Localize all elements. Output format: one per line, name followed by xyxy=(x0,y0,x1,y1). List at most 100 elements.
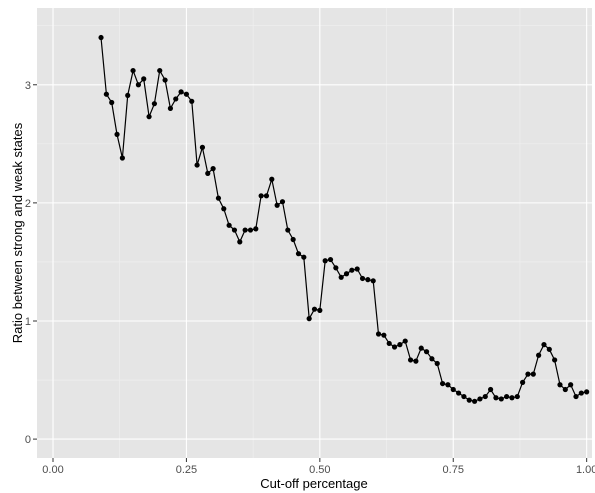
data-point xyxy=(199,144,206,150)
major-gridlines xyxy=(37,8,592,458)
data-point xyxy=(498,396,504,402)
data-point xyxy=(429,356,435,362)
data-point xyxy=(584,389,590,395)
data-point xyxy=(263,193,270,199)
data-point xyxy=(536,352,542,358)
data-point xyxy=(557,382,563,388)
data-point xyxy=(98,34,104,41)
data-point xyxy=(455,390,462,396)
data-point xyxy=(167,105,174,111)
data-point xyxy=(141,76,147,82)
data-point xyxy=(562,386,568,393)
data-point xyxy=(274,202,280,208)
data-point xyxy=(221,206,227,212)
data-point xyxy=(125,92,131,99)
data-point xyxy=(162,77,168,83)
x-tick-label: 0.00 xyxy=(42,464,63,476)
data-point xyxy=(215,195,222,201)
data-point xyxy=(391,344,398,350)
data-point xyxy=(301,254,307,260)
data-point xyxy=(381,332,387,338)
data-point xyxy=(407,357,414,363)
x-tick-label: 0.25 xyxy=(176,464,197,476)
data-point xyxy=(146,114,152,120)
data-point xyxy=(439,380,446,387)
data-point xyxy=(183,91,190,97)
data-point xyxy=(173,96,179,102)
minor-gridlines xyxy=(37,8,592,458)
data-point xyxy=(322,258,328,264)
y-tick-label: 1 xyxy=(25,316,31,328)
y-tick-label: 2 xyxy=(25,198,31,210)
data-point xyxy=(471,398,478,404)
data-point xyxy=(135,82,141,88)
data-point xyxy=(349,267,355,273)
data-point xyxy=(573,393,579,400)
data-point xyxy=(338,274,344,280)
y-axis-ticks xyxy=(33,84,37,440)
data-point xyxy=(231,227,238,233)
data-point xyxy=(151,101,158,107)
data-point xyxy=(552,357,558,363)
data-point xyxy=(488,386,494,393)
x-axis-tick-labels: 0.00 0.25 0.50 0.75 1.00 xyxy=(42,464,595,476)
y-tick-label: 0 xyxy=(25,434,31,446)
data-point xyxy=(295,251,302,257)
series-points xyxy=(98,34,590,404)
data-point xyxy=(568,382,574,388)
data-point xyxy=(226,222,232,228)
data-point xyxy=(423,349,430,355)
x-tick-label: 0.50 xyxy=(309,464,330,476)
data-point xyxy=(290,236,296,243)
data-point xyxy=(285,227,291,233)
data-point xyxy=(434,360,440,367)
data-point xyxy=(306,316,312,322)
data-point xyxy=(546,346,552,352)
data-point xyxy=(397,342,403,348)
data-point xyxy=(157,67,163,74)
data-point xyxy=(109,99,115,106)
data-point xyxy=(365,277,371,283)
data-point xyxy=(530,371,536,377)
y-axis-title: Ratio between strong and weak states xyxy=(10,122,25,343)
plot-panel xyxy=(37,8,592,458)
data-point xyxy=(445,382,451,388)
data-point xyxy=(520,379,526,386)
x-tick-label: 1.00 xyxy=(576,464,595,476)
data-point xyxy=(247,227,254,233)
data-point xyxy=(269,176,275,182)
data-point xyxy=(578,390,584,396)
data-point xyxy=(178,89,184,95)
data-point xyxy=(354,266,360,272)
data-point xyxy=(493,395,499,401)
x-tick-label: 0.75 xyxy=(443,464,464,476)
data-point xyxy=(413,358,419,364)
data-point xyxy=(509,395,515,401)
data-point xyxy=(237,239,243,245)
data-point xyxy=(402,338,408,344)
data-point xyxy=(359,275,366,282)
data-point xyxy=(119,155,125,161)
data-point xyxy=(317,307,323,313)
data-point xyxy=(311,306,318,312)
data-point xyxy=(514,393,520,400)
data-point xyxy=(482,393,488,400)
x-axis-ticks xyxy=(52,458,588,462)
data-point xyxy=(333,265,339,271)
data-point xyxy=(210,166,216,172)
data-point xyxy=(418,345,424,351)
data-point xyxy=(103,91,109,97)
data-point xyxy=(194,162,200,168)
x-axis-title: Cut-off percentage xyxy=(260,476,367,491)
data-point xyxy=(525,371,531,377)
data-point xyxy=(253,226,259,232)
data-point xyxy=(242,227,248,233)
data-point xyxy=(386,340,392,347)
data-point xyxy=(370,278,376,284)
data-point xyxy=(375,331,382,337)
data-point xyxy=(205,170,211,176)
data-point xyxy=(504,393,510,400)
data-point xyxy=(477,396,483,402)
data-point xyxy=(541,342,547,348)
